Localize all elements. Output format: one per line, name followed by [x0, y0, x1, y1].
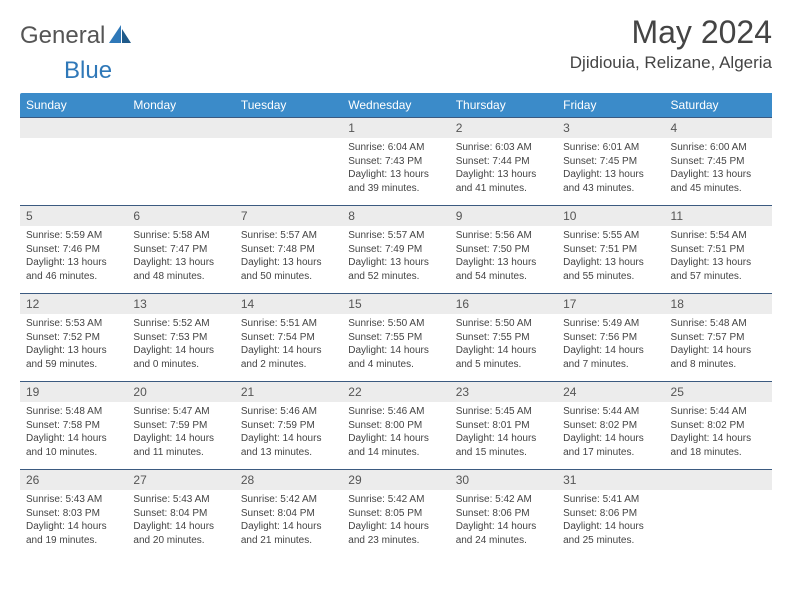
- day-number: 8: [342, 206, 449, 227]
- day-number: 17: [557, 294, 664, 315]
- calendar-daynum-row: 1234: [20, 118, 772, 139]
- day-details: Sunrise: 5:42 AMSunset: 8:04 PMDaylight:…: [235, 490, 342, 557]
- day-details: [20, 138, 127, 206]
- day-number: 1: [342, 118, 449, 139]
- day-number: 14: [235, 294, 342, 315]
- day-number: 28: [235, 470, 342, 491]
- calendar-daytext-row: Sunrise: 5:59 AMSunset: 7:46 PMDaylight:…: [20, 226, 772, 294]
- day-header: Friday: [557, 93, 664, 118]
- day-details: Sunrise: 6:00 AMSunset: 7:45 PMDaylight:…: [665, 138, 772, 206]
- calendar-daynum-row: 567891011: [20, 206, 772, 227]
- calendar-daynum-row: 19202122232425: [20, 382, 772, 403]
- day-number: 12: [20, 294, 127, 315]
- day-number: 25: [665, 382, 772, 403]
- day-number: [20, 118, 127, 139]
- day-number: 21: [235, 382, 342, 403]
- day-details: Sunrise: 5:56 AMSunset: 7:50 PMDaylight:…: [450, 226, 557, 294]
- day-number: 30: [450, 470, 557, 491]
- brand-name-1: General: [20, 22, 105, 50]
- day-details: [127, 138, 234, 206]
- day-number: 2: [450, 118, 557, 139]
- day-number: 20: [127, 382, 234, 403]
- calendar-daytext-row: Sunrise: 5:43 AMSunset: 8:03 PMDaylight:…: [20, 490, 772, 557]
- day-number: 18: [665, 294, 772, 315]
- day-details: Sunrise: 5:50 AMSunset: 7:55 PMDaylight:…: [450, 314, 557, 382]
- day-number: 23: [450, 382, 557, 403]
- day-details: Sunrise: 5:41 AMSunset: 8:06 PMDaylight:…: [557, 490, 664, 557]
- calendar-daytext-row: Sunrise: 5:53 AMSunset: 7:52 PMDaylight:…: [20, 314, 772, 382]
- day-number: 26: [20, 470, 127, 491]
- month-title: May 2024: [570, 14, 772, 51]
- sail-icon: [107, 23, 133, 50]
- day-details: Sunrise: 6:04 AMSunset: 7:43 PMDaylight:…: [342, 138, 449, 206]
- day-header: Monday: [127, 93, 234, 118]
- day-header: Tuesday: [235, 93, 342, 118]
- day-details: Sunrise: 5:59 AMSunset: 7:46 PMDaylight:…: [20, 226, 127, 294]
- day-details: Sunrise: 5:43 AMSunset: 8:03 PMDaylight:…: [20, 490, 127, 557]
- day-details: Sunrise: 5:52 AMSunset: 7:53 PMDaylight:…: [127, 314, 234, 382]
- day-header: Thursday: [450, 93, 557, 118]
- day-details: Sunrise: 5:46 AMSunset: 8:00 PMDaylight:…: [342, 402, 449, 470]
- day-details: Sunrise: 5:43 AMSunset: 8:04 PMDaylight:…: [127, 490, 234, 557]
- day-details: Sunrise: 5:55 AMSunset: 7:51 PMDaylight:…: [557, 226, 664, 294]
- day-number: 3: [557, 118, 664, 139]
- day-details: Sunrise: 5:57 AMSunset: 7:48 PMDaylight:…: [235, 226, 342, 294]
- day-number: 11: [665, 206, 772, 227]
- day-details: Sunrise: 6:03 AMSunset: 7:44 PMDaylight:…: [450, 138, 557, 206]
- day-header: Wednesday: [342, 93, 449, 118]
- day-number: [665, 470, 772, 491]
- day-number: [127, 118, 234, 139]
- calendar-daynum-row: 12131415161718: [20, 294, 772, 315]
- day-number: 10: [557, 206, 664, 227]
- day-details: Sunrise: 5:44 AMSunset: 8:02 PMDaylight:…: [557, 402, 664, 470]
- day-details: Sunrise: 5:54 AMSunset: 7:51 PMDaylight:…: [665, 226, 772, 294]
- day-number: 7: [235, 206, 342, 227]
- day-number: 4: [665, 118, 772, 139]
- day-number: 9: [450, 206, 557, 227]
- day-number: [235, 118, 342, 139]
- day-details: Sunrise: 5:42 AMSunset: 8:06 PMDaylight:…: [450, 490, 557, 557]
- day-number: 24: [557, 382, 664, 403]
- day-header: Sunday: [20, 93, 127, 118]
- day-details: Sunrise: 5:48 AMSunset: 7:58 PMDaylight:…: [20, 402, 127, 470]
- day-details: Sunrise: 5:50 AMSunset: 7:55 PMDaylight:…: [342, 314, 449, 382]
- day-details: Sunrise: 5:47 AMSunset: 7:59 PMDaylight:…: [127, 402, 234, 470]
- brand-logo: General: [20, 22, 135, 50]
- calendar-table: Sunday Monday Tuesday Wednesday Thursday…: [20, 93, 772, 557]
- day-number: 22: [342, 382, 449, 403]
- day-details: Sunrise: 5:44 AMSunset: 8:02 PMDaylight:…: [665, 402, 772, 470]
- day-details: Sunrise: 5:46 AMSunset: 7:59 PMDaylight:…: [235, 402, 342, 470]
- day-header: Saturday: [665, 93, 772, 118]
- day-number: 5: [20, 206, 127, 227]
- day-number: 6: [127, 206, 234, 227]
- calendar-body: 1234Sunrise: 6:04 AMSunset: 7:43 PMDayli…: [20, 118, 772, 558]
- day-number: 16: [450, 294, 557, 315]
- day-number: 27: [127, 470, 234, 491]
- calendar-daynum-row: 262728293031: [20, 470, 772, 491]
- day-details: Sunrise: 6:01 AMSunset: 7:45 PMDaylight:…: [557, 138, 664, 206]
- day-number: 29: [342, 470, 449, 491]
- day-details: Sunrise: 5:45 AMSunset: 8:01 PMDaylight:…: [450, 402, 557, 470]
- day-details: Sunrise: 5:53 AMSunset: 7:52 PMDaylight:…: [20, 314, 127, 382]
- day-number: 13: [127, 294, 234, 315]
- calendar-daytext-row: Sunrise: 5:48 AMSunset: 7:58 PMDaylight:…: [20, 402, 772, 470]
- day-details: Sunrise: 5:58 AMSunset: 7:47 PMDaylight:…: [127, 226, 234, 294]
- day-details: [665, 490, 772, 557]
- day-details: [235, 138, 342, 206]
- day-number: 19: [20, 382, 127, 403]
- day-number: 31: [557, 470, 664, 491]
- day-details: Sunrise: 5:49 AMSunset: 7:56 PMDaylight:…: [557, 314, 664, 382]
- day-details: Sunrise: 5:42 AMSunset: 8:05 PMDaylight:…: [342, 490, 449, 557]
- day-number: 15: [342, 294, 449, 315]
- day-details: Sunrise: 5:48 AMSunset: 7:57 PMDaylight:…: [665, 314, 772, 382]
- title-block: May 2024 Djidiouia, Relizane, Algeria: [570, 14, 772, 73]
- location-text: Djidiouia, Relizane, Algeria: [570, 53, 772, 73]
- day-details: Sunrise: 5:51 AMSunset: 7:54 PMDaylight:…: [235, 314, 342, 382]
- calendar-daytext-row: Sunrise: 6:04 AMSunset: 7:43 PMDaylight:…: [20, 138, 772, 206]
- day-details: Sunrise: 5:57 AMSunset: 7:49 PMDaylight:…: [342, 226, 449, 294]
- calendar-header-row: Sunday Monday Tuesday Wednesday Thursday…: [20, 93, 772, 118]
